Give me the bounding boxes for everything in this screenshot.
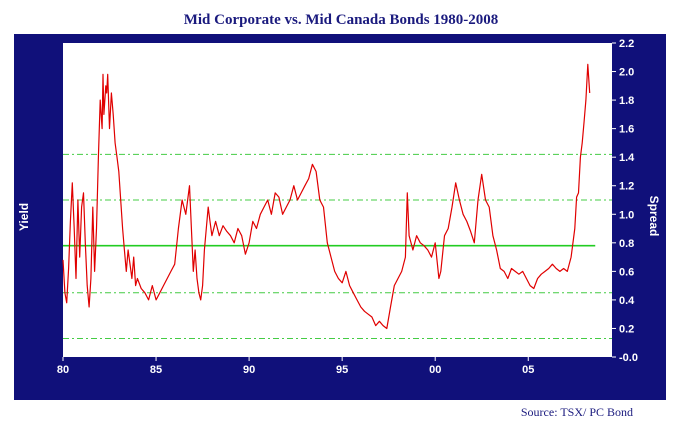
- x-tick-label: 90: [243, 364, 255, 376]
- x-tick-label: 95: [336, 364, 348, 376]
- x-tick-label: 05: [522, 364, 534, 376]
- y-tick-label: 1.8: [619, 95, 634, 107]
- y-tick-label: 1.4: [619, 152, 635, 164]
- y-tick-label: 0.6: [619, 266, 634, 278]
- x-axis: 80 85 90 95 00 05: [57, 357, 534, 376]
- source-note: Source: TSX/ PC Bond: [521, 405, 633, 419]
- y-axis-label: Yield: [17, 203, 31, 231]
- y-tick-label: 0.8: [619, 238, 634, 250]
- y-tick-label: 2.0: [619, 67, 634, 79]
- x-tick-label: 00: [429, 364, 441, 376]
- y-tick-label: 0.2: [619, 323, 634, 335]
- y2-axis: -0.0 0.2 0.4 0.6 0.8 1.0 1.2 1.4 1.6 1.8 2.0 2.2: [612, 38, 638, 364]
- series-line-0: [62, 63, 591, 330]
- y-tick-label: 2.2: [619, 38, 634, 50]
- chart-title: Mid Corporate vs. Mid Canada Bonds 1980-…: [184, 12, 499, 28]
- series-group: [62, 63, 591, 330]
- y2-axis-label: Spread: [647, 196, 661, 237]
- y-tick-label: 1.6: [619, 124, 634, 136]
- x-tick-label: 80: [57, 364, 69, 376]
- y-tick-label: -0.0: [619, 352, 638, 364]
- y-tick-label: 1.0: [619, 209, 634, 221]
- reference-lines: [63, 153, 612, 339]
- x-tick-label: 85: [150, 364, 162, 376]
- y-tick-label: 1.2: [619, 181, 634, 193]
- y-tick-label: 0.4: [619, 295, 635, 307]
